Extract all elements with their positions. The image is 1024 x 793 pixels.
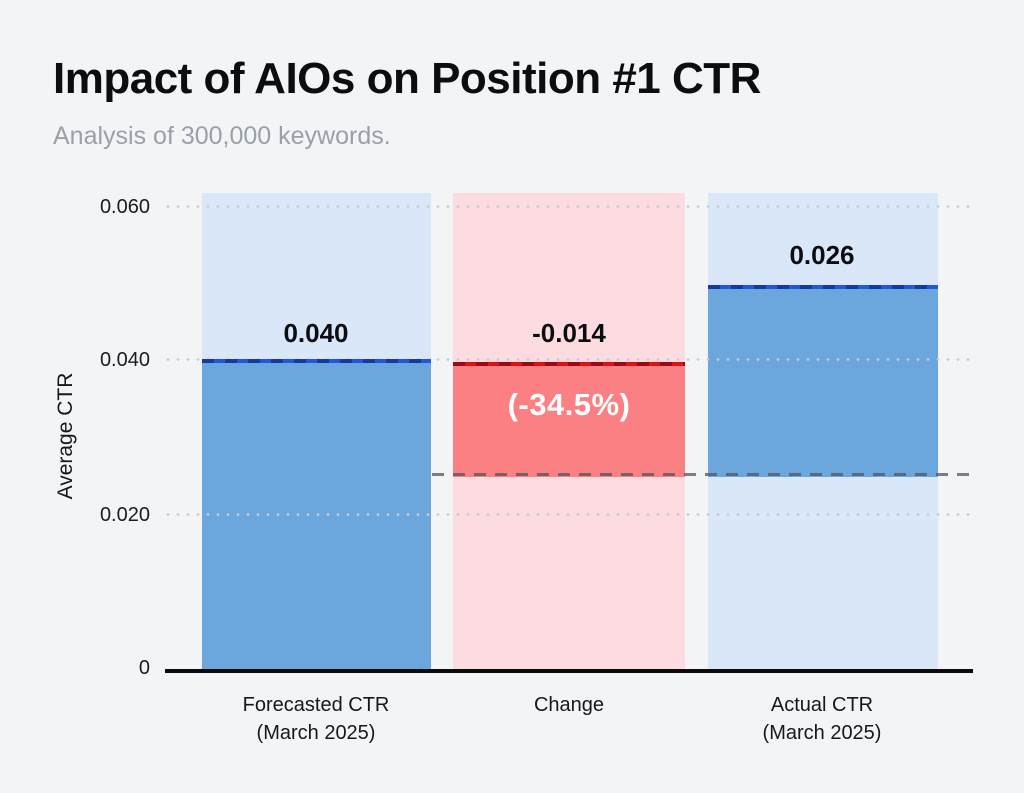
x-label-forecasted-line1: Forecasted CTR	[242, 694, 390, 716]
edge-line-change	[453, 362, 685, 366]
x-label-forecasted-line2: (March 2025)	[256, 722, 376, 744]
x-axis-line	[165, 669, 973, 673]
percent-change-annotation: (-34.5%)	[507, 387, 631, 422]
dashed-connector-line	[432, 473, 973, 476]
edge-line-actual	[708, 285, 938, 289]
gridline-0040	[163, 358, 975, 361]
x-label-change-line1: Change	[533, 694, 605, 716]
x-label-forecasted: Forecasted CTR (March 2025)	[166, 691, 466, 747]
edge-line-forecasted	[202, 359, 431, 363]
y-tick-0020: 0.020	[99, 504, 150, 526]
y-tick-0: 0	[138, 657, 150, 679]
bar-actual-ctr	[708, 288, 938, 477]
x-label-change: Change	[419, 691, 719, 719]
value-label-actual: 0.026	[789, 240, 855, 270]
x-label-actual: Actual CTR (March 2025)	[672, 691, 972, 747]
gridline-0020	[163, 513, 975, 516]
chart-subtitle: Analysis of 300,000 keywords.	[53, 122, 391, 150]
chart-title: Impact of AIOs on Position #1 CTR	[53, 54, 761, 103]
y-tick-0060: 0.060	[99, 196, 150, 218]
y-axis-title: Average CTR	[54, 372, 77, 500]
bar-change	[453, 365, 685, 477]
value-label-forecasted: 0.040	[283, 318, 349, 348]
x-label-actual-line2: (March 2025)	[762, 722, 882, 744]
value-label-change: -0.014	[532, 318, 606, 348]
gridline-0060	[163, 205, 975, 208]
y-tick-0040: 0.040	[99, 349, 150, 371]
x-label-actual-line1: Actual CTR	[770, 694, 874, 716]
